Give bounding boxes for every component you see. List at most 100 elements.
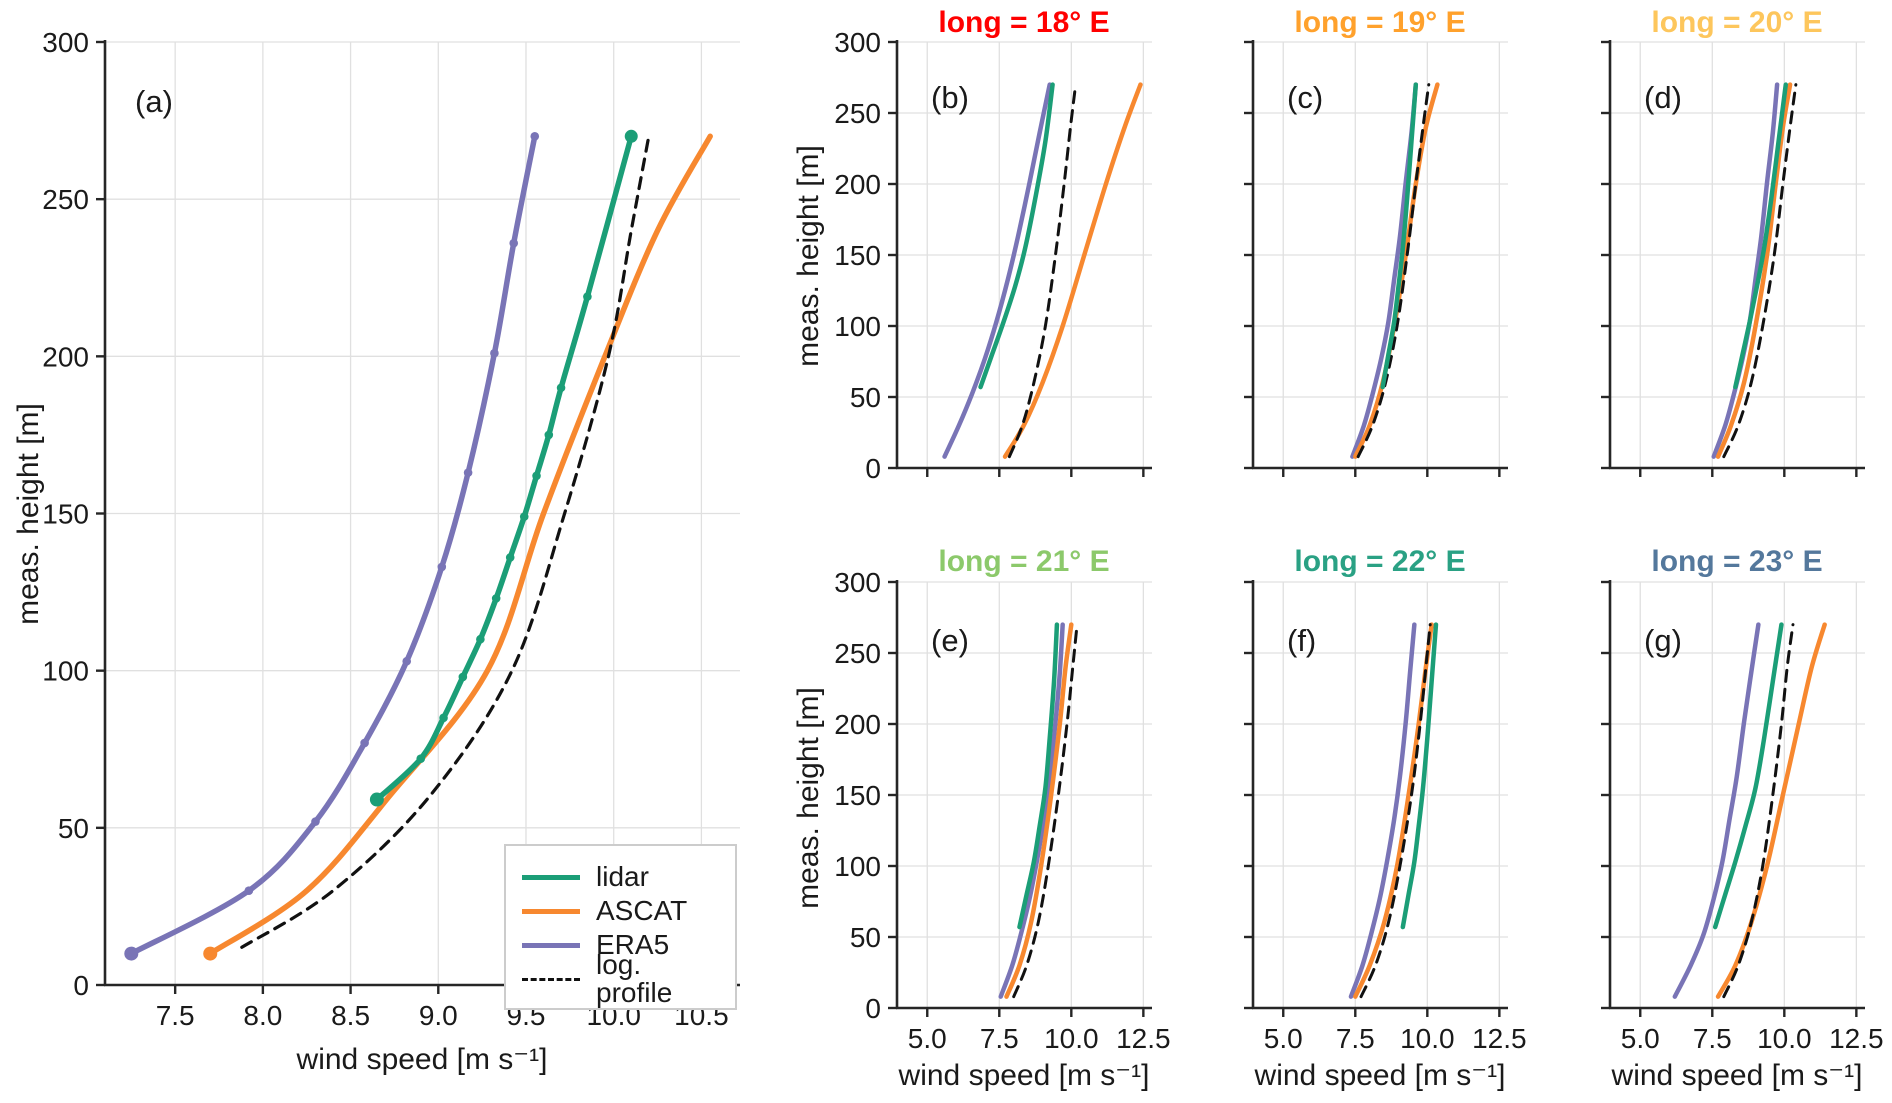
x-tick-label: 7.5: [1693, 1023, 1732, 1054]
panel-d-plot: [1601, 40, 1865, 477]
series-ascat-line: [1002, 82, 1143, 459]
panel-tag-b: (b): [931, 80, 969, 115]
data-point: [369, 792, 384, 807]
series-era5-line: [942, 82, 1052, 459]
data-point: [416, 754, 426, 763]
series-log-profile-line: [1359, 623, 1432, 999]
tick-marks: [1244, 40, 1501, 477]
panel-e-plot: 5.0 7.5 10.0 12.5 0 50 100 150 200 250 300: [834, 567, 1170, 1054]
log-profile-line-swatch: [522, 977, 580, 981]
x-tick-label: 10.0: [1044, 1023, 1099, 1054]
series-lines: [1672, 622, 1827, 999]
x-tick-label: 8.0: [243, 1000, 282, 1031]
data-point: [437, 562, 447, 572]
series-lines: [998, 622, 1079, 999]
y-tick-label: 150: [834, 240, 881, 271]
data-point: [583, 292, 592, 301]
x-tick-label: 12.5: [1116, 1023, 1171, 1054]
legend: lidar ASCAT ERA5 log. profile: [504, 844, 737, 1010]
x-axis-label-a: wind speed [m s⁻¹]: [296, 1043, 548, 1076]
legend-item-lidar: lidar: [522, 860, 723, 894]
y-tick-label: 300: [834, 567, 881, 598]
panel-tag-a: (a): [135, 84, 173, 119]
y-tick-label: 150: [42, 499, 89, 530]
x-tick-label: 10.0: [1400, 1023, 1455, 1054]
data-point: [544, 430, 554, 440]
y-tick-labels: 0 50 100 150 200 250 300: [42, 27, 89, 1001]
lidar-line-swatch: [522, 874, 580, 880]
x-tick-label: 5.0: [1621, 1023, 1660, 1054]
data-point: [360, 738, 369, 748]
y-axis-label-b: meas. height [m]: [792, 145, 825, 367]
y-tick-label: 200: [834, 709, 881, 740]
series-lines: [124, 129, 713, 961]
series-lines: [1711, 82, 1798, 459]
data-point: [519, 512, 529, 521]
tick-marks: [888, 580, 1145, 1017]
series-log-profile-line: [1722, 83, 1798, 459]
panel-tag-d: (d): [1644, 80, 1682, 115]
series-log-profile-line: [1007, 83, 1078, 459]
data-point: [476, 634, 485, 644]
series-lidar-line: [978, 82, 1055, 390]
panel-title-f: long = 22° E: [1294, 545, 1466, 578]
series-lidar-line: [1017, 622, 1060, 930]
x-tick-label: 9.0: [419, 1000, 458, 1031]
data-point: [402, 656, 412, 666]
data-point: [203, 946, 218, 961]
era5-line-swatch: [522, 942, 580, 948]
y-tick-label: 50: [850, 382, 881, 413]
x-tick-label: 5.0: [908, 1023, 947, 1054]
panel-g-plot: 5.0 7.5 10.0 12.5: [1601, 580, 1884, 1054]
legend-label: lidar: [596, 861, 649, 892]
tick-marks: [1244, 580, 1501, 1017]
data-point: [439, 713, 448, 723]
y-tick-label: 0: [73, 970, 89, 1001]
y-tick-label: 100: [834, 311, 881, 342]
x-tick-label: 7.5: [980, 1023, 1019, 1054]
panel-c-plot: [1244, 40, 1508, 477]
tick-marks: [1601, 580, 1858, 1017]
y-tick-label: 100: [42, 656, 89, 687]
y-tick-label: 0: [865, 453, 881, 484]
data-point: [458, 672, 468, 682]
panel-b-plot: 0 50 100 150 200 250 300: [834, 27, 1152, 484]
data-point: [491, 594, 501, 603]
y-axis-label-e: meas. height [m]: [792, 687, 825, 909]
legend-label: ERA5: [596, 929, 670, 960]
y-tick-label: 50: [58, 813, 89, 844]
y-tick-label: 50: [850, 922, 881, 953]
y-tick-label: 150: [834, 780, 881, 811]
data-point: [624, 129, 638, 143]
series-log-profile-line: [1356, 83, 1431, 459]
x-tick-label: 5.0: [1264, 1023, 1303, 1054]
data-point: [509, 238, 519, 248]
y-tick-label: 250: [42, 184, 89, 215]
x-tick-label: 8.5: [331, 1000, 370, 1031]
series-lines: [942, 82, 1143, 459]
panel-tag-c: (c): [1287, 80, 1324, 115]
y-tick-label: 100: [834, 851, 881, 882]
y-tick-label: 200: [834, 169, 881, 200]
series-lines: [1348, 622, 1439, 999]
series-lines: [1350, 82, 1440, 459]
x-axis-label-f: wind speed [m s⁻¹]: [1254, 1059, 1506, 1092]
data-point: [530, 132, 540, 141]
x-axis-label-g: wind speed [m s⁻¹]: [1611, 1059, 1863, 1092]
panel-a-plot: 7.5 8.0 8.5 9.0 9.5 10.0 10.505010015020025030…: [42, 27, 740, 1031]
data-point: [244, 886, 254, 895]
y-tick-label: 300: [42, 27, 89, 58]
x-tick-label: 12.5: [1829, 1023, 1884, 1054]
series-log-profile-line: [1012, 623, 1079, 999]
y-tick-label: 0: [865, 993, 881, 1024]
y-axis-label-a: meas. height [m]: [12, 403, 45, 625]
legend-item-log-profile: log. profile: [522, 951, 723, 1007]
x-tick-label: 12.5: [1472, 1023, 1527, 1054]
y-tick-label: 250: [834, 98, 881, 129]
legend-item-era5: ERA5: [522, 928, 723, 962]
gridlines: [897, 581, 1152, 1009]
gridlines: [1253, 41, 1508, 469]
data-point: [124, 946, 139, 961]
